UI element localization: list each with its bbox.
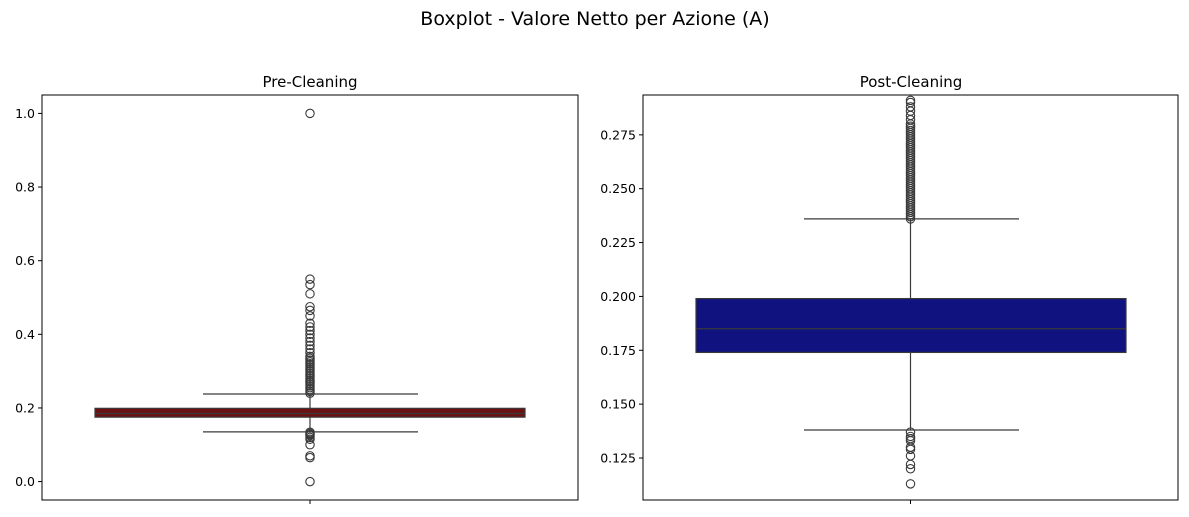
- pre-cleaning-outlier-point: [305, 351, 315, 362]
- post-cleaning-outlier-point: [905, 464, 916, 474]
- post-cleaning-ytick-label: 0.250: [600, 181, 636, 196]
- post-cleaning-panel: Post-Cleaning 0.1250.1500.1750.2000.2250…: [600, 73, 1179, 504]
- pre-cleaning-title: Pre-Cleaning: [262, 73, 357, 91]
- pre-cleaning-outlier-point: [305, 301, 315, 312]
- post-cleaning-ytick-label: 0.175: [600, 343, 636, 358]
- pre-cleaning-outlier-point: [305, 452, 315, 463]
- pre-cleaning-outlier-point: [305, 274, 315, 284]
- pre-cleaning-outlier-point: [305, 427, 315, 438]
- post-cleaning-outlier-point: [905, 479, 916, 489]
- figure-title: Boxplot - Valore Netto per Azione (A): [420, 8, 769, 30]
- post-cleaning-outlier-point: [905, 102, 916, 112]
- post-cleaning-outlier-point: [905, 427, 916, 437]
- pre-cleaning-ytick-label: 0.8: [15, 180, 35, 195]
- pre-cleaning-outlier-point: [305, 325, 315, 336]
- pre-cleaning-outlier-point: [305, 440, 315, 450]
- pre-cleaning-outlier-point: [305, 336, 315, 347]
- pre-cleaning-panel: Pre-Cleaning 0.0 0.2 0.4 0.6 0.8 1.0: [15, 73, 579, 504]
- pre-cleaning-outlier-point: [305, 333, 315, 343]
- pre-cleaning-ytick-label: 0.4: [15, 327, 35, 342]
- pre-cleaning-outlier-point: [305, 340, 315, 351]
- post-cleaning-outlier-point: [905, 444, 916, 455]
- pre-cleaning-outlier-point: [305, 344, 315, 354]
- post-cleaning-title: Post-Cleaning: [860, 73, 963, 91]
- pre-cleaning-outlier-point: [305, 311, 315, 321]
- post-cleaning-box: [695, 297, 1127, 354]
- pre-cleaning-outlier-point: [305, 322, 315, 332]
- pre-cleaning-outlier-point: [305, 108, 315, 119]
- pre-cleaning-ytick-label: 0.2: [15, 400, 35, 415]
- post-cleaning-ytick-label: 0.200: [600, 289, 636, 304]
- post-cleaning-plot: 0.125 0.150 0.175 0.200 0.225 0.250 0.275: [600, 94, 1179, 504]
- post-cleaning-outlier-point: [905, 431, 916, 442]
- post-cleaning-ytick-label: 0.125: [600, 450, 636, 465]
- pre-cleaning-outlier-point: [305, 347, 315, 358]
- pre-cleaning-ytick-label: 0.6: [15, 253, 35, 268]
- pre-cleaning-box: [94, 407, 526, 418]
- pre-cleaning-outlier-point: [305, 279, 315, 290]
- pre-cleaning-outlier-point: [305, 289, 315, 299]
- post-cleaning-ytick-label: 0.225: [600, 235, 636, 250]
- pre-cleaning-ytick-label: 1.0: [15, 106, 35, 121]
- post-cleaning-ytick-label: 0.275: [600, 127, 636, 142]
- pre-cleaning-outlier-point: [305, 451, 315, 461]
- post-cleaning-outlier-point: [905, 95, 916, 106]
- pre-cleaning-outlier-point: [305, 329, 315, 340]
- pre-cleaning-plot: 0.0 0.2 0.4 0.6 0.8 1.0: [15, 94, 579, 504]
- pre-cleaning-outlier-point: [305, 476, 315, 487]
- post-cleaning-ytick-label: 0.150: [600, 397, 636, 412]
- pre-cleaning-ytick-label: 0.0: [15, 474, 35, 489]
- pre-cleaning-outlier-point: [305, 305, 315, 316]
- pre-cleaning-outlier-point: [305, 318, 315, 329]
